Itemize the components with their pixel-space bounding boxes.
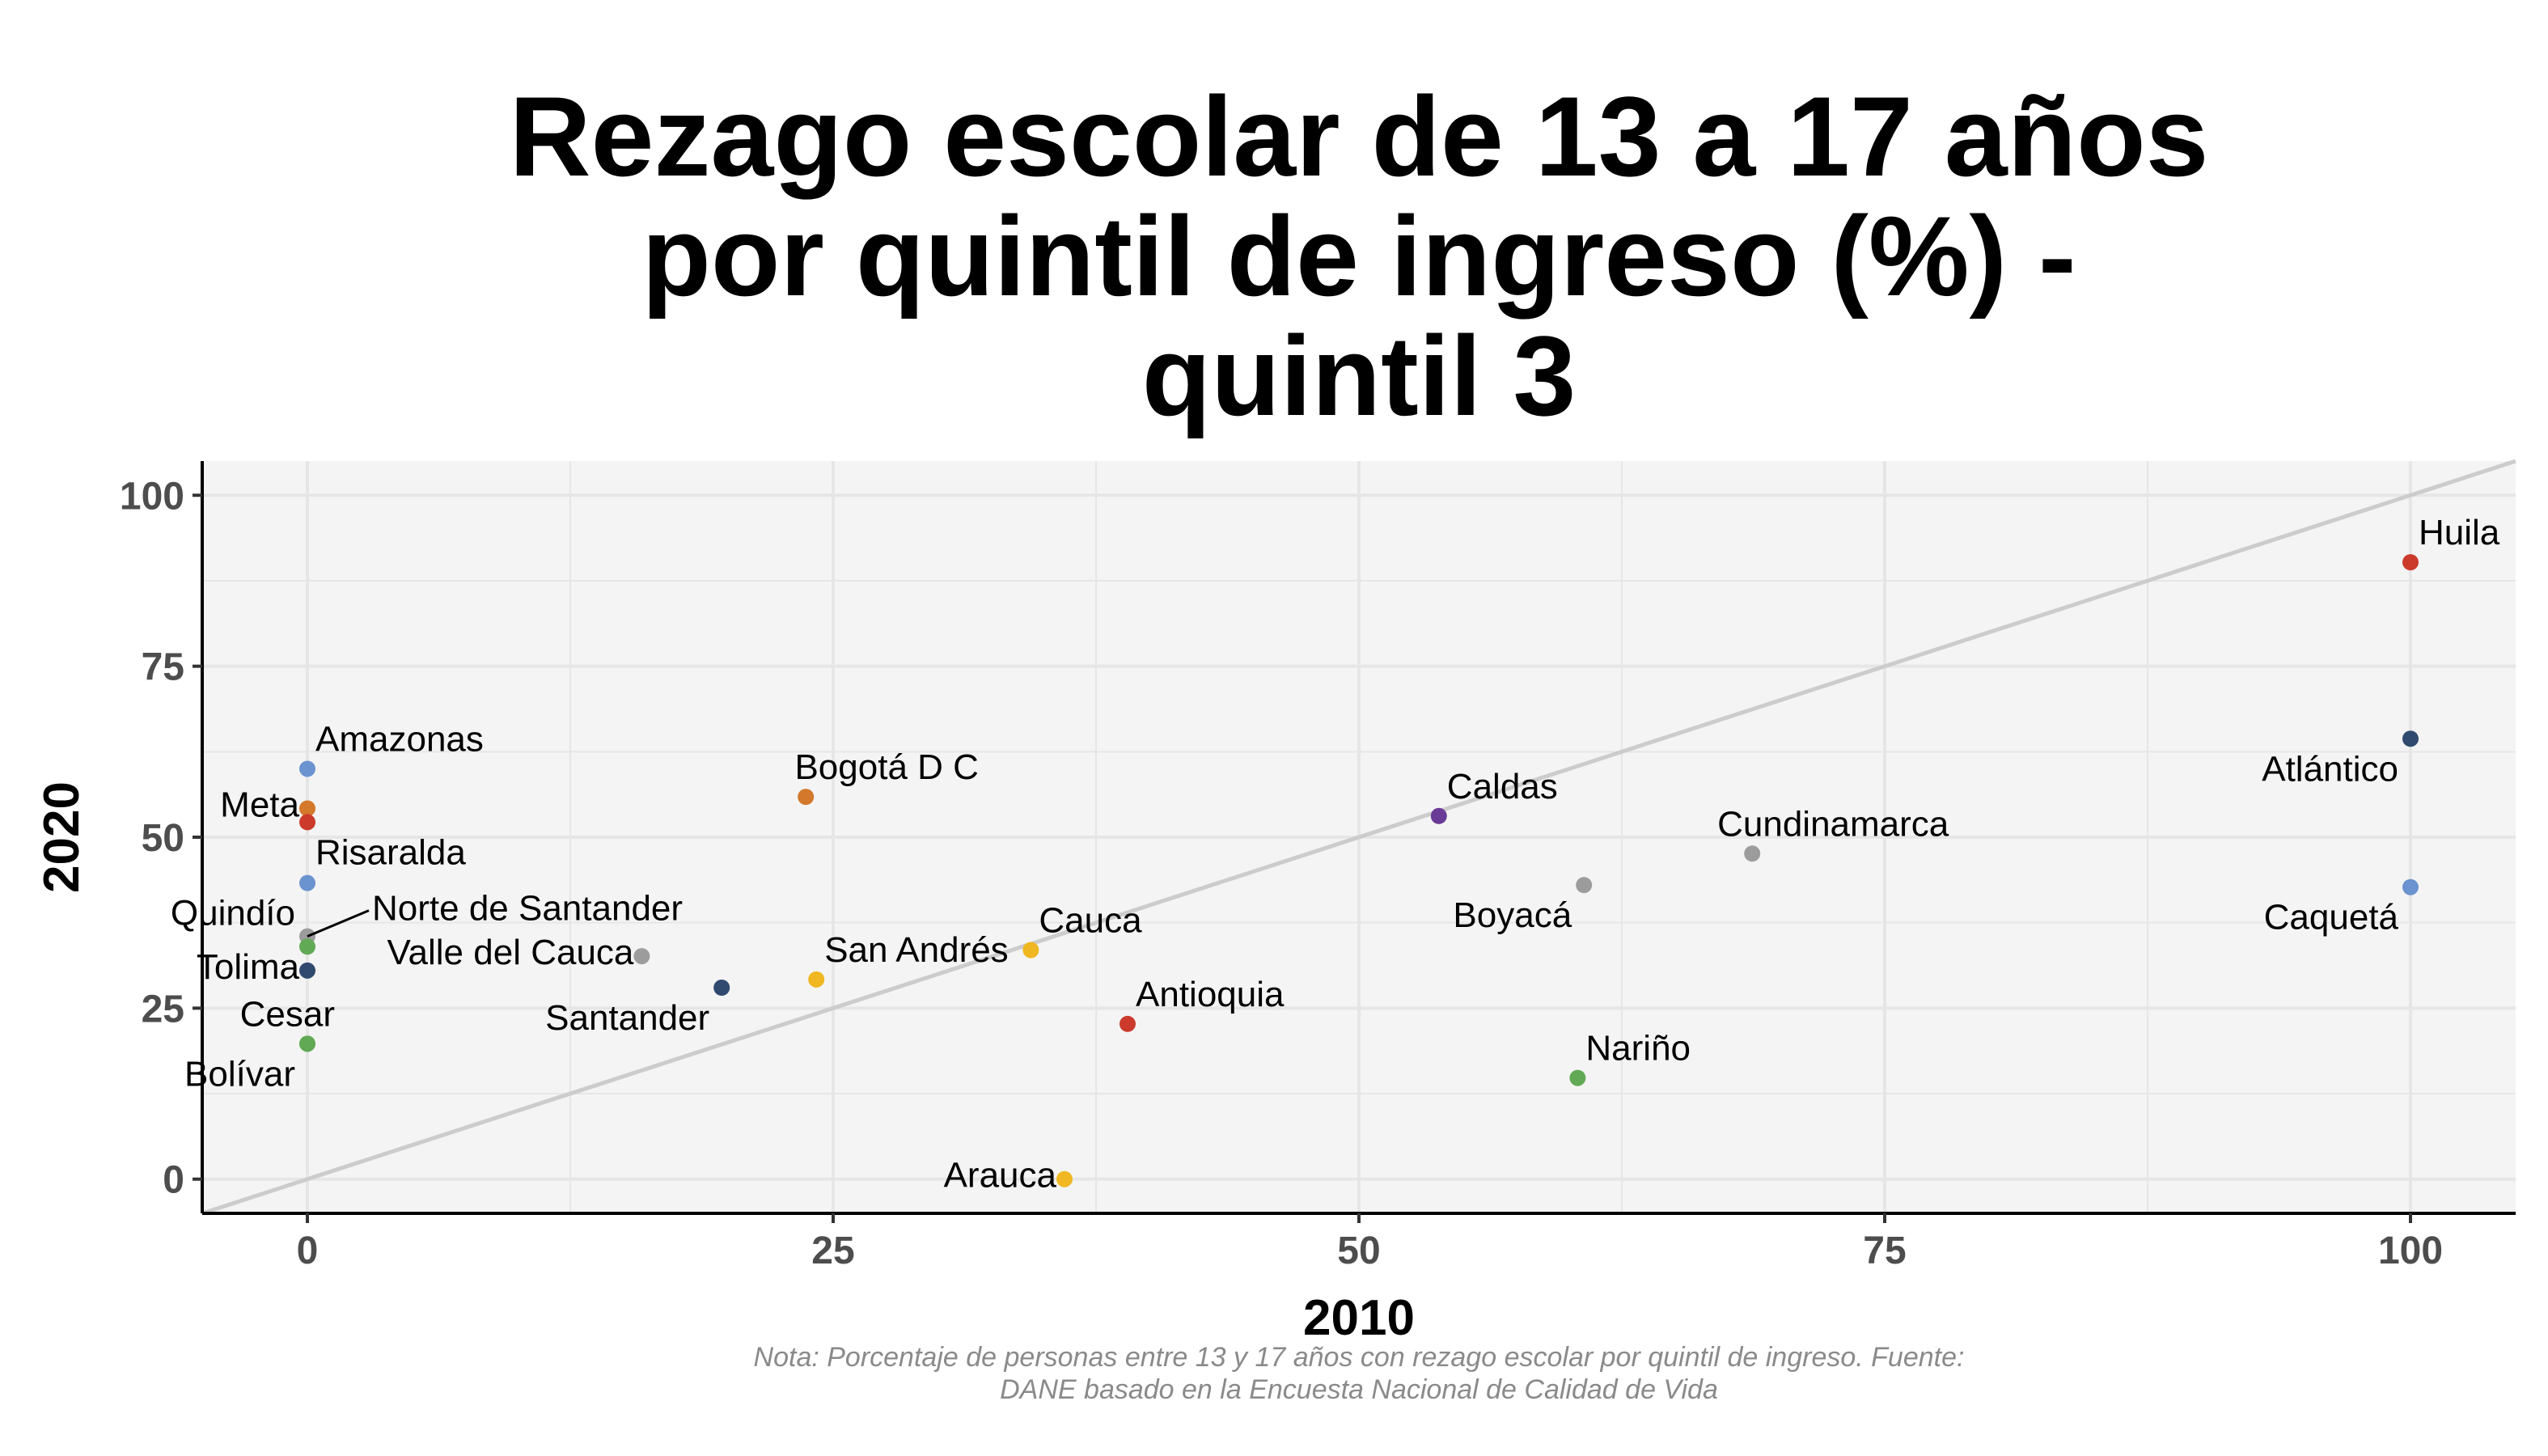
data-point (1056, 1170, 1073, 1187)
data-point (713, 980, 730, 996)
grid-lines (202, 461, 2516, 1213)
point-label: Amazonas (315, 719, 484, 759)
data-point (299, 962, 315, 979)
data-point (1022, 942, 1039, 959)
reference-line (201, 459, 2516, 1216)
point-label: Meta (220, 785, 299, 824)
data-point (808, 971, 825, 988)
point-label: Cundinamarca (1717, 804, 1949, 844)
x-axis-title: 2010 (1303, 1290, 1415, 1346)
point-label: San Andrés (824, 930, 1008, 970)
data-point (633, 948, 650, 965)
caption-line-2: DANE basado en la Encuesta Nacional de C… (1000, 1374, 1718, 1405)
data-point (798, 789, 815, 806)
data-point (1569, 1069, 1586, 1086)
data-point (1120, 1015, 1136, 1032)
point-label: Caquetá (2264, 898, 2399, 938)
x-tick-label: 0 (297, 1230, 319, 1272)
point-label: Cesar (240, 994, 335, 1034)
chart-title: Rezago escolar de 13 a 17 años por quint… (356, 77, 2362, 436)
y-tick-label: 75 (142, 646, 184, 689)
point-label: Antioquia (1136, 975, 1285, 1014)
y-tick-label: 25 (142, 988, 184, 1031)
y-tick-label: 50 (142, 817, 184, 860)
x-tick-label: 75 (1863, 1230, 1906, 1272)
point-label: Nariño (1585, 1029, 1691, 1069)
point-label: Arauca (944, 1156, 1057, 1196)
chart-title-line-2: por quintil de ingreso (%) - (641, 193, 2076, 320)
point-label: Norte de Santander (372, 889, 683, 929)
data-point (299, 760, 315, 777)
y-tick-label: 100 (120, 475, 184, 518)
data-point (2402, 878, 2419, 895)
data-points (299, 554, 2419, 1187)
point-label: Atlántico (2262, 749, 2398, 789)
data-point (2402, 730, 2419, 747)
label-leader-line (307, 909, 370, 938)
x-tick-label: 25 (811, 1230, 854, 1272)
point-label: Risaralda (315, 832, 466, 872)
data-point (299, 1035, 315, 1052)
data-point (299, 874, 315, 891)
data-point (2402, 554, 2419, 571)
caption-line-1: Nota: Porcentaje de personas entre 13 y … (753, 1342, 1965, 1373)
point-label: Cauca (1039, 901, 1142, 941)
point-label: Quindío (171, 894, 295, 933)
chart-title-line-1: Rezago escolar de 13 a 17 años (509, 73, 2209, 200)
caption-note: Nota: Porcentaje de personas entre 13 y … (566, 1341, 2152, 1406)
data-point (1576, 877, 1593, 894)
data-point (299, 938, 315, 955)
data-point (1744, 845, 1761, 862)
data-point (299, 800, 315, 817)
point-labels: Huila Atlántico Caquetá Amazonas Meta Risaral… (171, 513, 2500, 1196)
point-label: Valle del Cauca (387, 933, 633, 972)
point-label: Santander (545, 998, 709, 1038)
point-label: Huila (2419, 513, 2500, 552)
chart-title-line-3: quintil 3 (1141, 312, 1577, 439)
y-axis-title: 2020 (34, 781, 90, 893)
axes: 0 25 50 75 100 0 25 50 75 100 (120, 461, 2516, 1272)
x-tick-label: 50 (1337, 1230, 1380, 1272)
point-label: Caldas (1447, 767, 1558, 806)
point-label: Bolívar (184, 1054, 295, 1094)
point-label: Bogotá D C (794, 747, 978, 787)
y-tick-label: 0 (163, 1159, 184, 1202)
point-label: Boyacá (1453, 895, 1572, 935)
data-point (1430, 807, 1447, 824)
x-tick-label: 100 (2378, 1230, 2443, 1272)
point-label: Tolima (197, 947, 300, 987)
data-point (299, 814, 315, 831)
